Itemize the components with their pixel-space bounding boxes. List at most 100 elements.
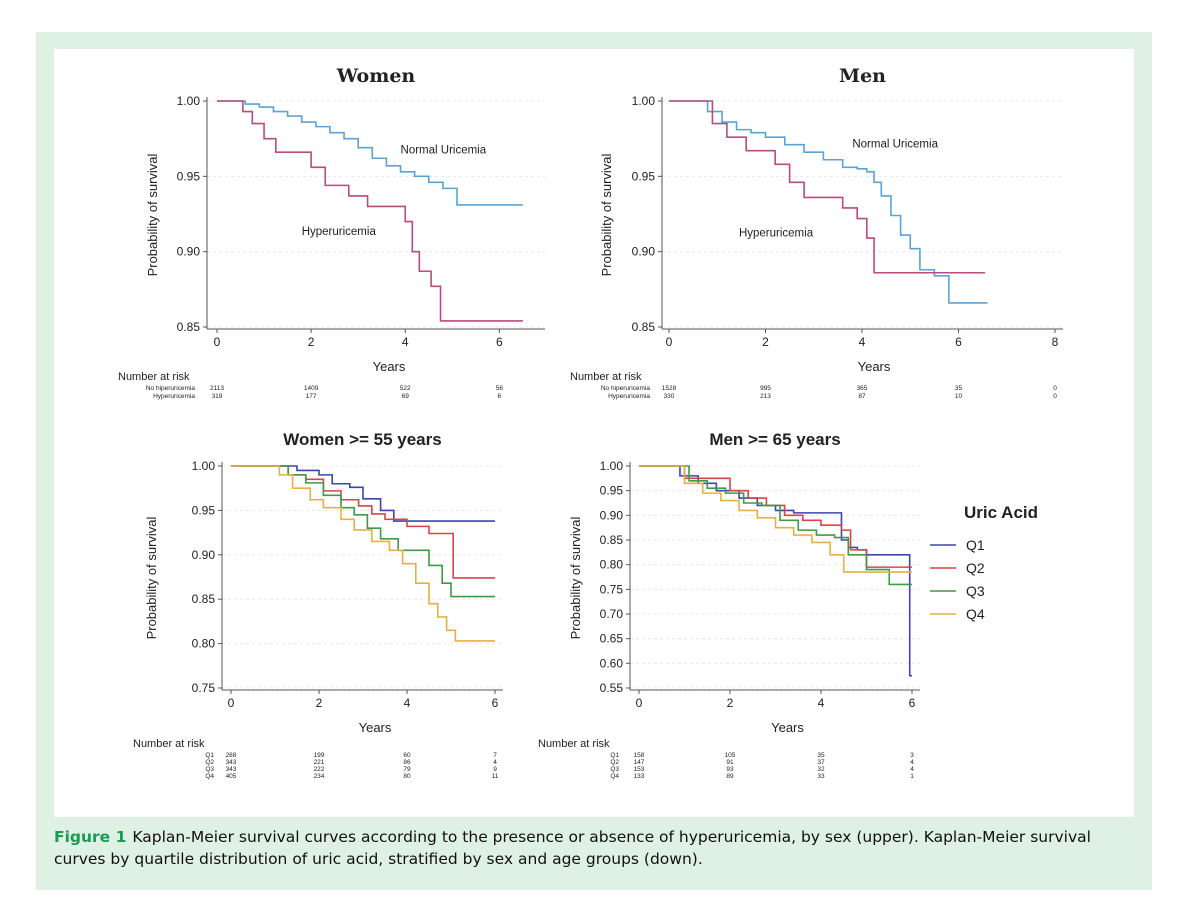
men65-risk-value: 33 <box>817 773 825 780</box>
men65-x-tick-label: 0 <box>636 696 643 710</box>
men65-series-q4 <box>639 465 912 573</box>
legend-label-q4: Q4 <box>966 606 985 622</box>
women-y-tick-label: 0.95 <box>177 169 201 183</box>
men-risk-value: 995 <box>760 385 771 392</box>
women-series-hyperuricemia <box>217 100 523 322</box>
women-risk-value: 56 <box>496 385 504 392</box>
women55-risk-row-label: Q2 <box>205 759 214 766</box>
women55-risk-row-label: Q1 <box>205 752 214 759</box>
men65-y-tick-label: 0.60 <box>600 656 624 670</box>
men65-risk-value: 4 <box>910 759 914 766</box>
women55-series-q3 <box>231 465 495 598</box>
men65-y-tick-label: 0.80 <box>600 558 624 572</box>
legend-title: Uric Acid <box>964 503 1038 522</box>
women-x-tick-label: 2 <box>308 335 315 349</box>
men65-risk-row-label: Q2 <box>610 759 619 766</box>
women55-title: Women >= 55 years <box>283 430 441 449</box>
women55-risk-value: 7 <box>493 752 497 759</box>
women-risk-value: 522 <box>400 385 411 392</box>
men-risk-row-label: No hiperuricemia <box>601 385 651 392</box>
figure-panel <box>54 49 1134 817</box>
legend-label-q2: Q2 <box>966 560 985 576</box>
women55-x-label: Years <box>359 720 392 735</box>
men-x-tick-label: 8 <box>1052 335 1059 349</box>
men65-x-tick-label: 2 <box>727 696 734 710</box>
women55-risk-value: 79 <box>403 766 411 773</box>
men-risk-value: 365 <box>857 385 868 392</box>
men65-series-q1 <box>639 465 912 677</box>
women55-risk-row-label: Q3 <box>205 766 214 773</box>
women55-y-tick-label: 0.95 <box>192 503 216 517</box>
women55-risk-value: 222 <box>314 766 325 773</box>
men-annotation-hyperuricemia: Hyperuricemia <box>739 228 814 240</box>
men-risk-value: 35 <box>955 385 963 392</box>
women55-y-tick-label: 0.75 <box>192 681 216 695</box>
men-risk-value: 1528 <box>662 385 677 392</box>
women55-y-tick-label: 0.80 <box>192 637 216 651</box>
women-series-normal-uricemia <box>217 100 523 206</box>
women-risk-value: 319 <box>212 393 223 400</box>
women-x-label: Years <box>373 359 406 374</box>
women55-risk-value: 343 <box>226 759 237 766</box>
men-y-label: Probability of survival <box>599 153 614 276</box>
men-x-tick-label: 2 <box>762 335 769 349</box>
women-y-tick-label: 0.90 <box>177 245 201 259</box>
men65-risk-value: 147 <box>634 759 645 766</box>
women55-risk-value: 288 <box>226 752 237 759</box>
women55-risk-value: 4 <box>493 759 497 766</box>
men65-risk-row-label: Q3 <box>610 766 619 773</box>
women55-x-tick-label: 4 <box>404 696 411 710</box>
men65-x-tick-label: 4 <box>818 696 825 710</box>
men-y-tick-label: 0.85 <box>632 320 656 334</box>
men65-risk-value: 1 <box>910 773 914 780</box>
women-chart: Women 0.85 0.90 0.95 1.00 0 2 4 6 Years Probabilit… <box>118 65 545 400</box>
men65-y-tick-label: 0.65 <box>600 632 624 646</box>
women55-series-q2 <box>231 465 495 579</box>
women-x-tick-label: 4 <box>402 335 409 349</box>
men65-y-tick-label: 0.55 <box>600 681 624 695</box>
men65-risk-value: 89 <box>726 773 734 780</box>
women-risk-value: 1409 <box>304 385 319 392</box>
women55-x-tick-label: 2 <box>316 696 323 710</box>
men65-y-tick-label: 0.90 <box>600 508 624 522</box>
men65-risk-header: Number at risk <box>538 738 610 750</box>
men-chart: Men 0.85 0.90 0.95 1.00 0 2 4 6 8 Years Probability… <box>570 65 1063 400</box>
women55-risk-value: 343 <box>226 766 237 773</box>
men-x-tick-label: 6 <box>955 335 962 349</box>
men65-risk-value: 91 <box>726 759 734 766</box>
women-risk-row-label: No hiperuricemia <box>146 385 196 392</box>
men-series-hyperuricemia <box>669 100 986 274</box>
women55-risk-value: 11 <box>492 773 499 780</box>
women-risk-row-label: Hyperuricemia <box>153 393 195 400</box>
men65-y-tick-label: 0.75 <box>600 582 624 596</box>
men-x-tick-label: 4 <box>859 335 866 349</box>
women55-risk-value: 60 <box>403 752 411 759</box>
women-risk-header: Number at risk <box>118 371 190 383</box>
women55-risk-value: 9 <box>493 766 497 773</box>
men65-risk-row-label: Q4 <box>610 773 619 780</box>
women55-y-tick-label: 0.90 <box>192 548 216 562</box>
women55-series-q1 <box>231 465 495 522</box>
women-risk-value: 2113 <box>210 385 224 392</box>
women55-series-q4 <box>231 465 495 642</box>
women-x-tick-label: 0 <box>214 335 221 349</box>
women-risk-value: 6 <box>498 393 502 400</box>
men-risk-value: 10 <box>955 393 963 400</box>
women55-risk-value: 80 <box>403 773 411 780</box>
men65-y-tick-label: 0.70 <box>600 607 624 621</box>
men65-y-tick-label: 0.95 <box>600 484 624 498</box>
figure-label: Figure 1 <box>54 828 127 846</box>
men65-y-tick-label: 1.00 <box>600 459 624 473</box>
men65-risk-value: 35 <box>817 752 825 759</box>
men65-x-tick-label: 6 <box>909 696 916 710</box>
women55-y-tick-label: 1.00 <box>192 459 216 473</box>
women-title: Women <box>336 65 416 87</box>
men-risk-value: 0 <box>1053 385 1057 392</box>
legend-label-q1: Q1 <box>966 537 985 553</box>
men-y-tick-label: 1.00 <box>632 94 656 108</box>
men-title: Men <box>839 65 886 87</box>
men65-risk-value: 158 <box>634 752 645 759</box>
men65-risk-value: 153 <box>634 766 645 773</box>
men65-y-tick-label: 0.85 <box>600 533 624 547</box>
